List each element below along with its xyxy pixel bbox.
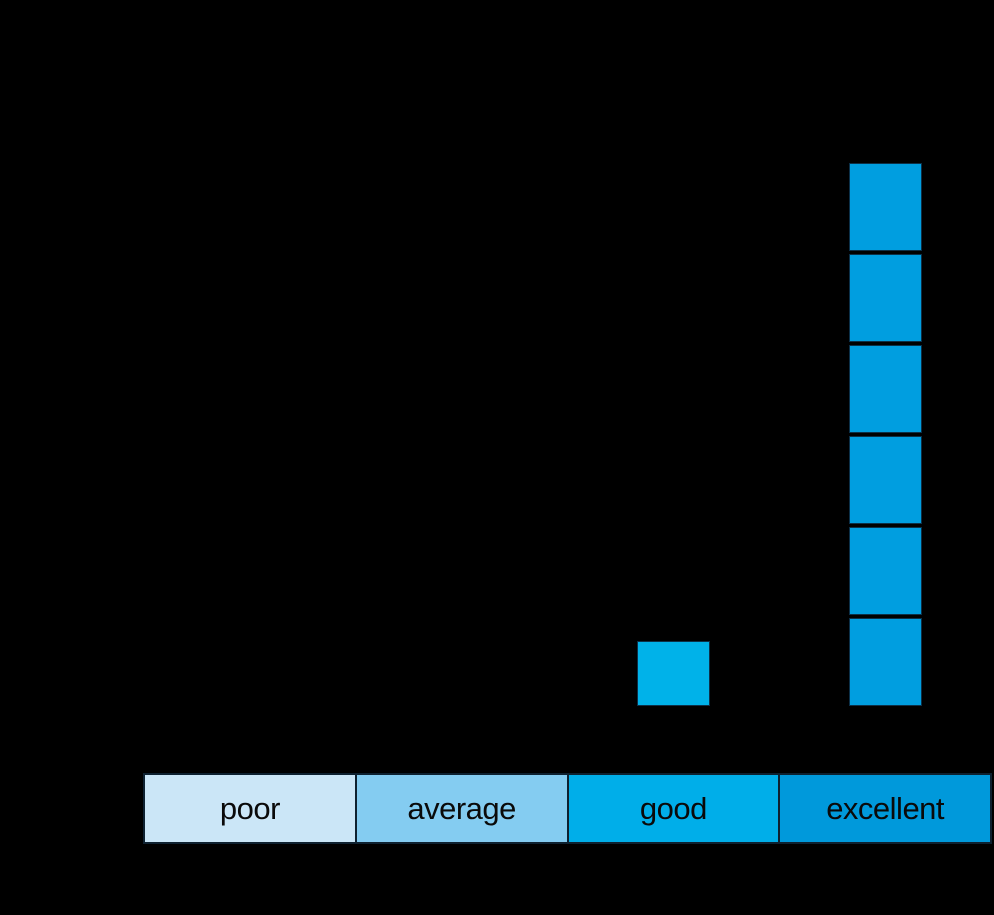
unit-square-excellent-4 xyxy=(849,345,922,433)
category-band: poor average good excellent xyxy=(143,773,992,844)
band-segment-average: average xyxy=(354,775,567,842)
unit-square-excellent-2 xyxy=(849,527,922,615)
category-label: average xyxy=(407,791,516,826)
band-segment-good: good xyxy=(566,775,779,842)
unit-square-excellent-3 xyxy=(849,436,922,524)
band-segment-poor: poor xyxy=(145,775,355,842)
unit-square-excellent-6 xyxy=(849,163,922,251)
unit-square-excellent-1 xyxy=(849,618,922,706)
category-label: poor xyxy=(219,791,281,826)
category-label: excellent xyxy=(826,791,945,826)
band-segment-excellent: excellent xyxy=(778,775,990,842)
unit-square-good-1 xyxy=(637,641,710,706)
category-label: good xyxy=(639,791,707,826)
unit-square-excellent-5 xyxy=(849,254,922,342)
